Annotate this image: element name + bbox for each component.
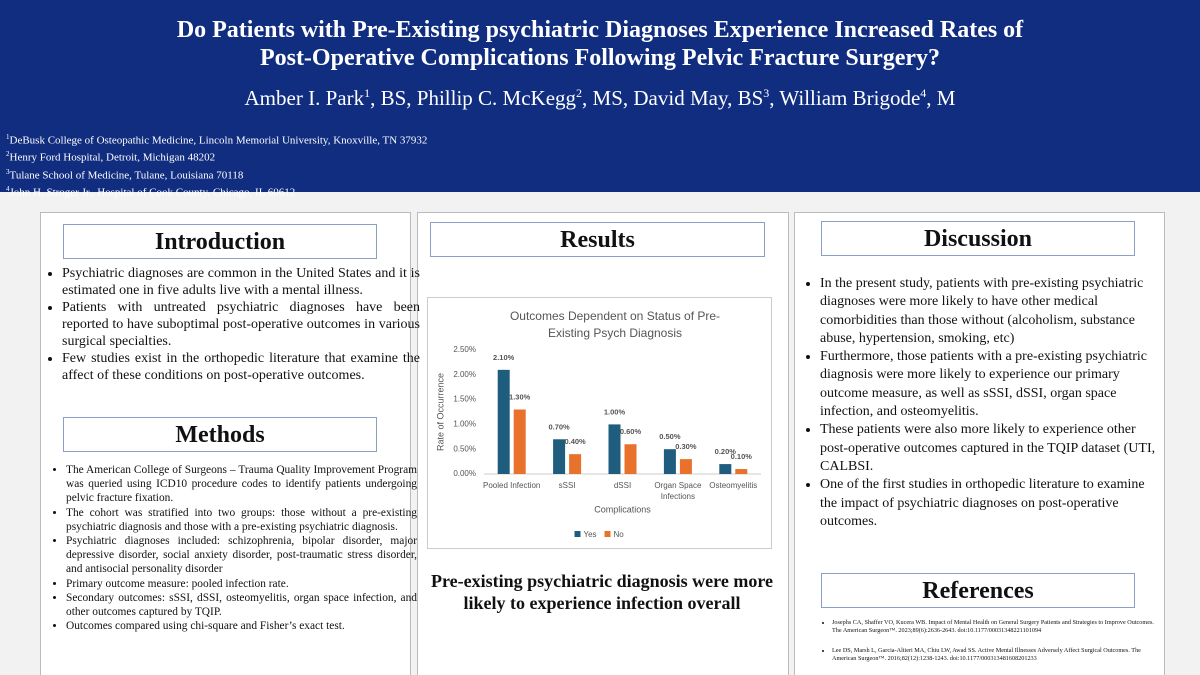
bullet: These patients were also more likely to … [820,421,1165,476]
aff-text: DeBusk College of Osteopathic Medicine, … [9,134,428,147]
bullet: Lee DS, Marsh L, Garcia-Altieri MA, Chiu… [832,647,1154,663]
y-tick-label: 2.00% [453,370,476,379]
bullet: In the present study, patients with pre-… [820,275,1165,348]
aff-sup: 3 [6,167,10,176]
value-label: 2.10% [493,353,515,362]
chart-svg: 0.00% 0.50% 1.00% 1.50% 2.00% 2.50% Rate of Oc… [435,345,761,539]
legend-swatch [604,531,611,537]
y-tick-label: 2.50% [453,345,476,354]
bar [569,454,582,474]
x-axis-title: Complications [594,504,651,514]
references-list: Josephs CA, Shaffer VO, Kucera WB. Impac… [810,619,1154,675]
affiliation: 2Henry Ford Hospital, Detroit, Michigan … [6,148,427,165]
legend-label: No [614,530,625,539]
y-tick-label: 1.50% [453,395,476,404]
bar [608,424,621,474]
header: Do Patients with Pre-Existing psychiatri… [0,0,1200,198]
bar [719,464,732,474]
bar [679,459,692,474]
author: David May [633,86,728,110]
value-label: 1.00% [604,407,626,416]
bullet: Josephs CA, Shaffer VO, Kucera WB. Impac… [832,619,1154,635]
legend-label: Yes [584,530,597,539]
author-sup: 3 [763,86,770,100]
degree: BS [737,86,764,110]
degree: BS [380,86,407,110]
affiliations: 1DeBusk College of Osteopathic Medicine,… [6,131,427,200]
bullet: Primary outcome measure: pooled infectio… [66,577,417,591]
affiliation: 3Tulane School of Medicine, Tulane, Loui… [6,166,427,183]
affiliation: 4John H. Stroger Jr., Hospital of Cook C… [6,183,427,200]
aff-sup: 2 [6,150,10,159]
authors: Amber I. Park1, BS, Phillip C. McKegg2, … [244,86,956,110]
author: Amber I. Park [244,86,365,110]
x-tick-label: sSSI [558,481,576,490]
bar [553,439,566,474]
legend-swatch [574,531,581,537]
y-tick-label: 0.00% [453,469,476,478]
bullet: Psychiatric diagnoses are common in the … [62,265,420,299]
bar [735,469,748,474]
value-label: 0.10% [731,452,753,461]
poster-title: Do Patients with Pre-Existing psychiatri… [176,17,1024,71]
bullet: Few studies exist in the orthopedic lite… [62,350,420,384]
value-label: 0.40% [564,437,586,446]
x-tick-label: Pooled Infection [483,481,541,490]
section-heading: Introduction [63,224,377,259]
methods-list: The American College of Surgeons – Traum… [44,463,417,633]
author-sup: 4 [920,86,927,100]
bullet: Secondary outcomes: sSSI, dSSI, osteomye… [66,591,417,619]
value-label: 0.60% [620,427,642,436]
value-label: 0.20% [715,447,737,456]
discussion-list: In the present study, patients with pre-… [798,275,1165,531]
aff-text: John H. Stroger Jr., Hospital of Cook Co… [9,186,296,199]
bullet: Outcomes compared using chi-square and F… [66,619,417,633]
author-sup: 1 [364,86,371,100]
value-label: 0.50% [659,432,681,441]
bullet: Patients with untreated psychiatric diag… [62,299,420,350]
intro-list: Psychiatric diagnoses are common in the … [40,265,420,384]
bar [513,409,526,474]
aff-text: Henry Ford Hospital, Detroit, Michigan 4… [9,151,216,164]
bar [624,444,637,474]
bar [663,449,676,474]
author: Phillip C. McKegg [416,86,577,110]
x-tick-label: Organ Space Infections [654,481,702,501]
y-tick-label: 0.50% [453,444,476,453]
bullet: The cohort was stratified into two group… [66,506,417,534]
y-axis-title: Rate of Occurrence [435,373,445,451]
author-sup: 2 [576,86,583,100]
conclusion: Pre-existing psychiatric diagnosis were … [431,571,773,613]
value-label: 0.30% [675,442,697,451]
bullet: Psychiatric diagnoses included: schizoph… [66,534,417,577]
aff-sup: 1 [6,133,10,141]
y-tick-label: 1.00% [453,420,476,429]
value-label: 0.70% [548,422,570,431]
degree: MS [592,86,623,110]
section-heading: Discussion [821,221,1135,256]
affiliation: 1DeBusk College of Osteopathic Medicine,… [6,131,427,148]
value-label: 1.30% [509,393,531,402]
bullet: The American College of Surgeons – Traum… [66,463,417,506]
section-heading: References [821,573,1135,608]
section-heading: Methods [63,417,377,452]
x-tick-label: dSSI [613,481,632,490]
x-tick-label: Osteomyelitis [709,481,758,490]
bullet: One of the first studies in orthopedic l… [820,476,1165,531]
bullet: Furthermore, those patients with a pre-e… [820,348,1165,421]
section-heading: Results [430,222,765,257]
bar [497,369,510,474]
degree: M [936,86,956,110]
chart: Outcomes Dependent on Status of Pre-Exis… [427,297,772,549]
aff-text: Tulane School of Medicine, Tulane, Louis… [9,169,244,182]
aff-sup: 4 [6,184,10,193]
chart-title: Outcomes Dependent on Status of Pre-Exis… [509,309,721,340]
author: William Brigode [779,86,921,110]
